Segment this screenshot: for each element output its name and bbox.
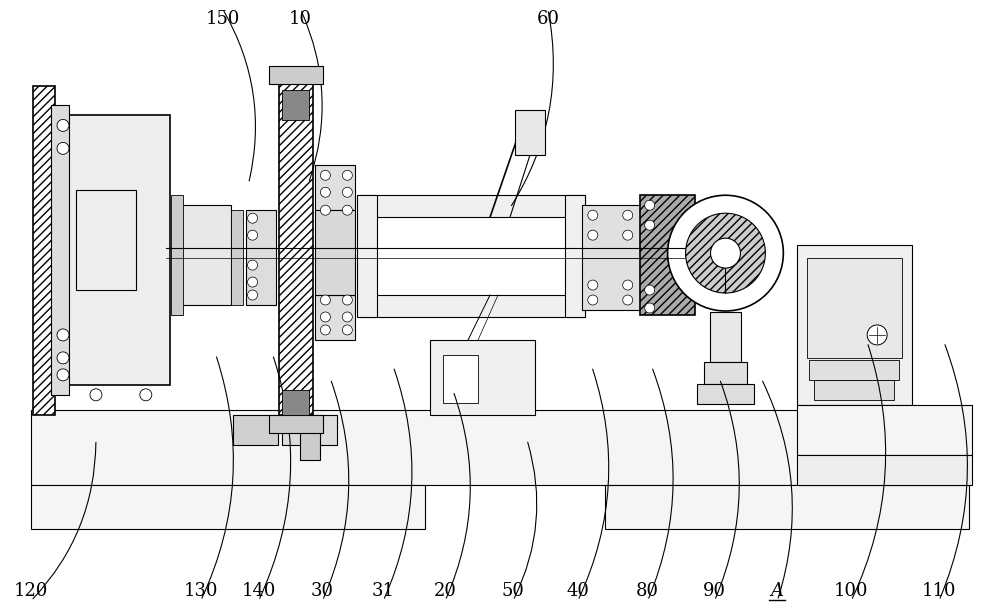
Text: 20: 20 — [434, 582, 457, 600]
Bar — [809, 360, 899, 380]
Circle shape — [342, 205, 352, 215]
Circle shape — [248, 230, 258, 240]
Bar — [315, 295, 355, 340]
Bar — [279, 70, 313, 415]
Circle shape — [57, 119, 69, 131]
Bar — [360, 295, 585, 317]
Bar — [797, 455, 972, 485]
Bar — [315, 166, 355, 210]
Bar — [807, 258, 902, 358]
Bar — [269, 65, 323, 84]
Circle shape — [140, 389, 152, 401]
Text: 120: 120 — [14, 582, 48, 600]
Circle shape — [342, 312, 352, 322]
Circle shape — [623, 280, 633, 290]
Circle shape — [623, 295, 633, 305]
Circle shape — [320, 312, 330, 322]
Circle shape — [57, 352, 69, 364]
Bar — [51, 106, 69, 395]
Circle shape — [342, 325, 352, 335]
Circle shape — [645, 303, 655, 313]
Text: 80: 80 — [636, 582, 659, 600]
Bar — [565, 196, 585, 317]
Circle shape — [588, 280, 598, 290]
Bar — [55, 115, 170, 385]
Bar — [31, 410, 969, 485]
Text: 100: 100 — [834, 582, 868, 600]
Circle shape — [645, 220, 655, 230]
Bar — [300, 430, 320, 459]
Circle shape — [320, 295, 330, 305]
Text: 130: 130 — [183, 582, 218, 600]
Circle shape — [320, 170, 330, 180]
Text: 60: 60 — [536, 10, 559, 28]
Bar — [76, 190, 136, 290]
Circle shape — [342, 295, 352, 305]
Text: 50: 50 — [502, 582, 524, 600]
Bar — [797, 404, 972, 455]
Circle shape — [248, 290, 258, 300]
Circle shape — [248, 260, 258, 270]
Bar — [269, 415, 323, 433]
Circle shape — [90, 389, 102, 401]
Circle shape — [248, 277, 258, 287]
Circle shape — [320, 187, 330, 197]
Bar — [176, 205, 231, 305]
Bar — [357, 196, 377, 317]
Bar — [231, 210, 243, 305]
Circle shape — [623, 210, 633, 220]
Circle shape — [342, 170, 352, 180]
Bar — [33, 86, 55, 415]
Bar — [282, 90, 309, 120]
Circle shape — [320, 325, 330, 335]
Text: 150: 150 — [205, 10, 240, 28]
Circle shape — [320, 205, 330, 215]
Circle shape — [588, 210, 598, 220]
Text: 140: 140 — [241, 582, 276, 600]
Circle shape — [686, 213, 765, 293]
Circle shape — [342, 187, 352, 197]
Bar — [697, 384, 754, 404]
Circle shape — [645, 285, 655, 295]
Bar — [430, 340, 535, 415]
Bar — [171, 196, 183, 315]
Text: 10: 10 — [289, 10, 312, 28]
Bar — [246, 210, 276, 305]
Text: 31: 31 — [372, 582, 395, 600]
Bar — [282, 415, 337, 445]
Circle shape — [57, 142, 69, 155]
Bar — [797, 245, 912, 404]
Text: 40: 40 — [566, 582, 589, 600]
Bar — [282, 390, 309, 415]
Bar — [360, 196, 585, 217]
Text: A: A — [771, 582, 784, 600]
Circle shape — [57, 329, 69, 341]
Bar — [710, 312, 741, 362]
Bar — [233, 415, 278, 445]
Circle shape — [668, 196, 783, 311]
Bar — [515, 111, 545, 155]
Text: 110: 110 — [922, 582, 956, 600]
Bar — [814, 380, 894, 400]
Bar — [704, 362, 747, 384]
Circle shape — [588, 295, 598, 305]
Circle shape — [711, 238, 740, 268]
Text: 90: 90 — [703, 582, 726, 600]
Circle shape — [588, 230, 598, 240]
Circle shape — [867, 325, 887, 345]
Bar — [31, 485, 425, 530]
Circle shape — [645, 200, 655, 210]
Bar — [640, 196, 695, 315]
Circle shape — [248, 213, 258, 223]
Bar — [315, 210, 355, 295]
Circle shape — [57, 369, 69, 381]
Bar — [443, 355, 478, 403]
Text: 30: 30 — [311, 582, 334, 600]
Circle shape — [623, 230, 633, 240]
Bar — [605, 485, 969, 530]
Bar — [582, 205, 640, 310]
